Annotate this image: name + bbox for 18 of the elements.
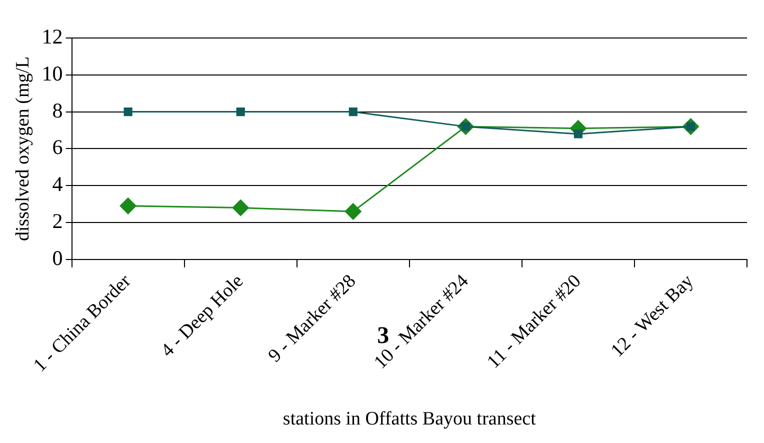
point	[348, 108, 358, 116]
point	[124, 108, 132, 116]
point	[120, 198, 136, 214]
x-axis-title: stations in Offatts Bayou transect	[282, 408, 537, 430]
y-tick-label: 10	[42, 61, 63, 86]
y-tick-label: 12	[42, 24, 63, 49]
y-tick-label: 4	[52, 172, 64, 196]
text: 3	[377, 323, 390, 349]
y-tick-label: 0	[52, 246, 63, 270]
x-tick-label: 12 - West Bay	[607, 270, 698, 362]
point	[574, 130, 582, 138]
point	[344, 203, 362, 220]
y-tick-label: 2	[52, 209, 63, 234]
point	[232, 200, 249, 216]
point	[236, 108, 245, 116]
y-tick-label: 6	[52, 135, 63, 160]
y-tick-label: 8	[52, 98, 63, 122]
y-axis-title: dissolved oxygen (mg/L	[12, 56, 34, 242]
